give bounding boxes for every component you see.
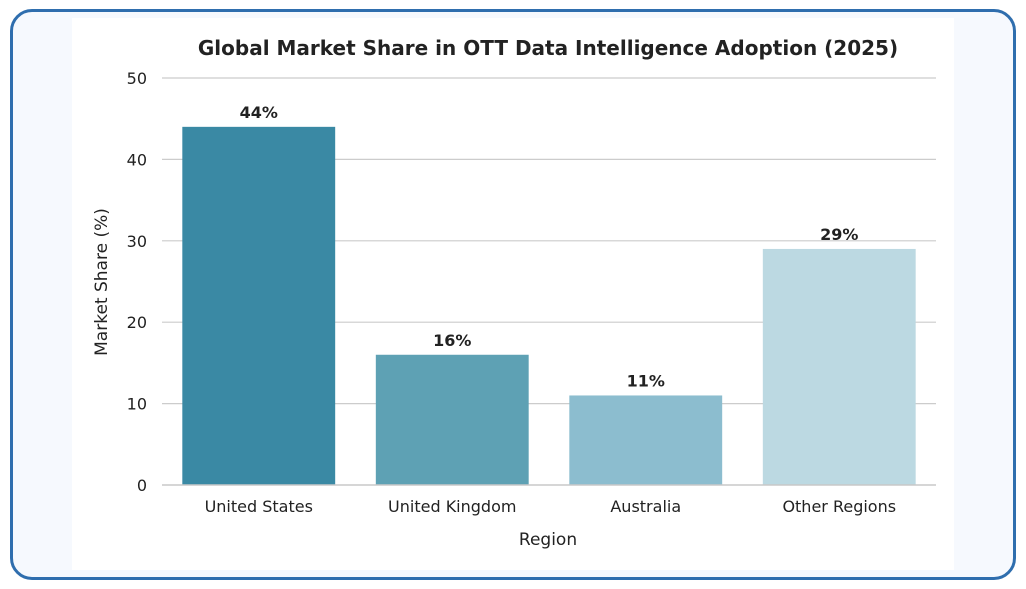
y-tick-label: 50	[127, 69, 147, 88]
x-axis-label: Region	[519, 530, 577, 550]
bar-value-label: 16%	[433, 331, 471, 350]
bar-united-kingdom	[375, 354, 529, 485]
x-axis-ticks: United States United Kingdom Australia Othe…	[205, 497, 896, 516]
bar-other-regions	[762, 248, 916, 485]
y-tick-label: 20	[127, 313, 147, 332]
y-tick-label: 10	[127, 395, 147, 414]
y-axis-ticks: 0 10 20 30 40 50	[127, 69, 147, 495]
bar-value-label: 11%	[627, 371, 665, 390]
bar-value-label: 44%	[240, 103, 278, 122]
bars	[182, 126, 916, 485]
bar-value-label: 29%	[820, 225, 858, 244]
y-tick-label: 40	[127, 150, 147, 169]
x-tick-label: Other Regions	[782, 497, 896, 516]
data-labels: 44% 16% 11% 29%	[240, 103, 859, 391]
bar-australia	[569, 395, 723, 485]
bar-united-states	[182, 126, 336, 485]
y-axis-label: Market Share (%)	[92, 208, 112, 356]
y-tick-label: 0	[137, 476, 147, 495]
x-tick-label: United Kingdom	[388, 497, 516, 516]
y-tick-label: 30	[127, 232, 147, 251]
x-tick-label: Australia	[610, 497, 681, 516]
x-tick-label: United States	[205, 497, 313, 516]
chart-title: Global Market Share in OTT Data Intellig…	[198, 36, 898, 60]
